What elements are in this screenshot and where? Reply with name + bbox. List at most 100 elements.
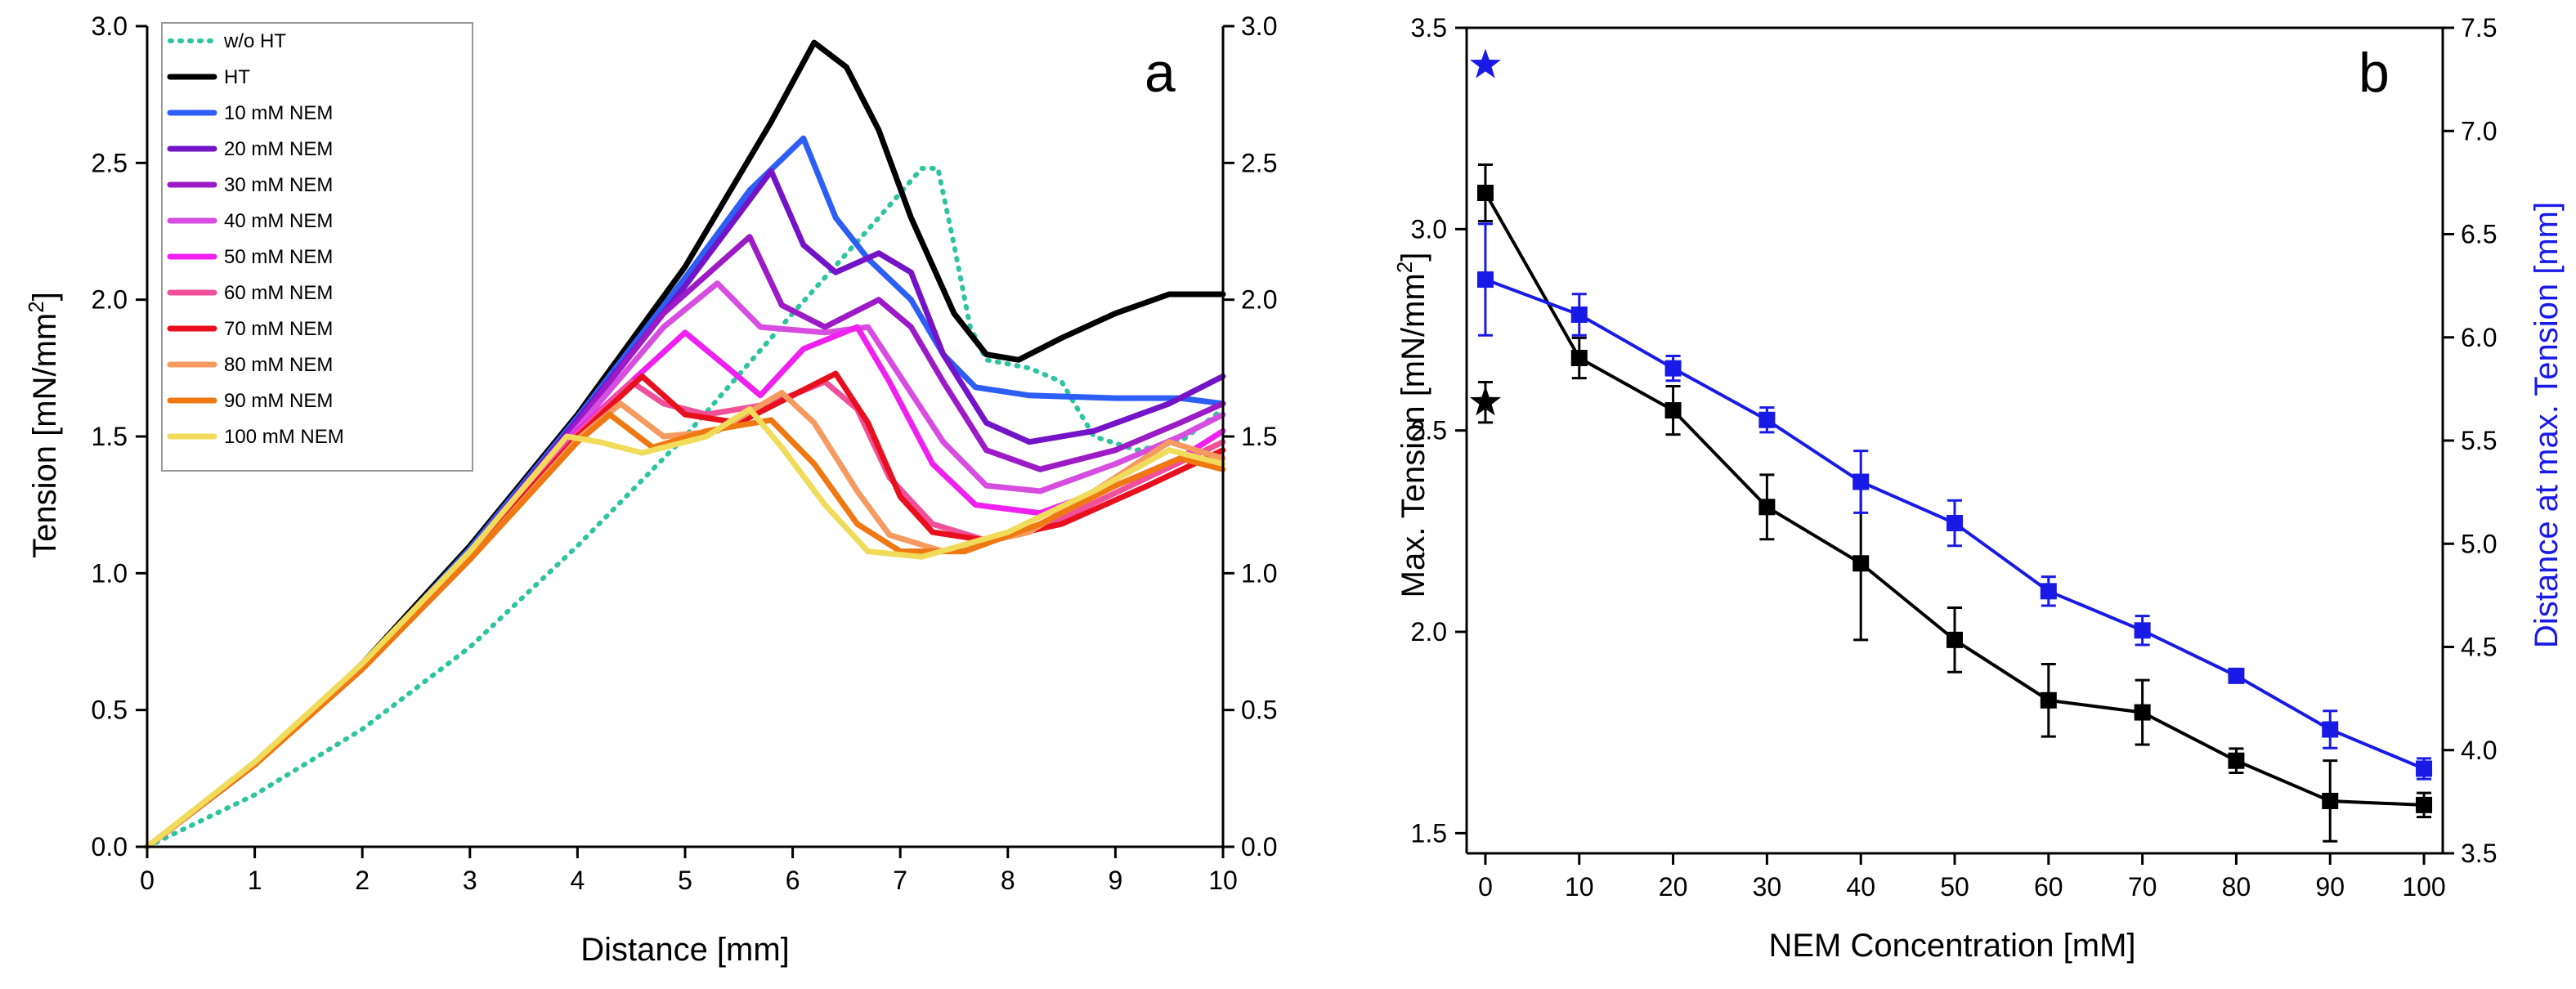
data-point-tension xyxy=(1476,185,1494,201)
panel-a-y-axis-title: Tension [mN/mm2] xyxy=(24,292,63,558)
data-point-distance xyxy=(1664,360,1682,377)
panel-a-right-y-tick-label: 0.5 xyxy=(1241,696,1277,725)
panel-a-axes: 0 1 2 3 4 5 6 7 8 9 100.00.51.01.52.02.53.00.00.51… xyxy=(92,11,1278,895)
legend-entry-label: 90 mM NEM xyxy=(224,390,333,412)
panel-a-y-axis-title-main: Tension [mN/mm xyxy=(27,313,63,558)
data-point-tension xyxy=(2416,796,2433,813)
legend-entry-label: 60 mM NEM xyxy=(224,282,333,304)
panel-b-x-tick-label: 50 xyxy=(1940,872,1969,902)
panel-a-right-y-tick-label: 2.0 xyxy=(1241,285,1277,315)
panel-b-marks xyxy=(1469,48,2433,843)
panel-b-y-axis-title-end: ] xyxy=(1396,253,1431,262)
series-line-90-mm-nem xyxy=(144,411,1226,850)
legend-entry-label: 10 mM NEM xyxy=(224,102,333,124)
panel-b-right-y-axis-title: Distance at max. Tension [mm] xyxy=(2529,202,2565,648)
panel-a-y-tick-label: 1.5 xyxy=(92,422,128,451)
panel-b-y-axis-title: Max. Tension [mN/mm2] xyxy=(1392,253,1431,598)
data-point-distance xyxy=(1476,271,1494,289)
data-point-tension xyxy=(2134,704,2151,721)
panel-a-right-y-tick-label: 0.0 xyxy=(1241,832,1277,861)
data-point-distance xyxy=(2134,622,2151,639)
panel-a-x-tick-label: 5 xyxy=(678,866,692,895)
legend-entry-label: 50 mM NEM xyxy=(224,246,333,268)
panel-b-x-tick-label: 10 xyxy=(1565,872,1594,902)
panel-b-axes: 0 10 20 30 40 50 60 70 80 90 100 1.5 2.0 2.5 3.0 3.5 3.5… xyxy=(1411,13,2498,902)
panel-a-y-axis-title-end: ] xyxy=(27,292,63,301)
panel-a-series-group xyxy=(144,39,1226,850)
panel-b-x-axis-title: NEM Concentration [mM] xyxy=(1768,928,2135,964)
series-line-100-mm-nem xyxy=(144,406,1226,850)
panel-a-x-tick-label: 6 xyxy=(786,866,800,895)
panel-a-right-y-tick-label: 1.0 xyxy=(1241,558,1277,588)
panel-b-y-axis-title-sup: 2 xyxy=(1392,262,1417,273)
data-point-distance xyxy=(2416,760,2433,777)
panel-b-x-tick-label: 20 xyxy=(1659,872,1688,902)
data-point-distance xyxy=(1947,515,1963,531)
panel-b-y-tick-label: 3.5 xyxy=(1411,13,1447,43)
data-point-distance xyxy=(2040,583,2057,600)
panel-a-legend: w/o HT HT 10 mM NEM 20 mM NEM 30 mM NEM 40 mM… xyxy=(161,22,473,472)
panel-b-right-y-tick-label: 3.5 xyxy=(2461,839,2497,868)
panel-b-y-tick-label: 2.5 xyxy=(1411,416,1447,445)
panel-b-x-tick-label: 40 xyxy=(1846,872,1875,902)
data-point-tension xyxy=(1852,555,1870,572)
data-point-tension xyxy=(2322,792,2339,809)
panel-b-right-y-tick-label: 5.0 xyxy=(2461,529,2497,558)
panel-b-y-tick-label: 2.0 xyxy=(1411,617,1447,647)
panel-a-label: a xyxy=(1145,42,1176,104)
legend-entry-label: HT xyxy=(224,66,250,88)
panel-b-right-y-tick-label: 5.5 xyxy=(2461,426,2497,455)
panel-a-y-tick-label: 0.5 xyxy=(92,696,128,725)
data-point-tension xyxy=(1758,499,1776,516)
legend-entry-label: 40 mM NEM xyxy=(224,210,333,232)
panel-b-y-tick-label: 1.5 xyxy=(1411,818,1447,848)
panel-a-x-tick-label: 3 xyxy=(463,866,477,895)
legend-entry-label: 100 mM NEM xyxy=(224,426,344,448)
panel-b-y-axis-title-main: Max. Tension [mN/mm xyxy=(1396,273,1431,597)
panel-b-x-tick-label: 30 xyxy=(1753,872,1782,902)
star-marker-distance xyxy=(1469,48,1501,78)
panel-b-x-tick-label: 60 xyxy=(2034,872,2063,902)
panel-a-x-tick-label: 7 xyxy=(893,866,907,895)
panel-a-x-tick-label: 9 xyxy=(1109,866,1123,895)
panel-a-x-tick-label: 4 xyxy=(571,866,585,895)
data-point-distance xyxy=(1758,411,1776,428)
panel-a-y-tick-label: 3.0 xyxy=(92,11,128,41)
data-point-tension xyxy=(1947,631,1963,648)
panel-b-right-y-tick-label: 4.0 xyxy=(2461,736,2497,765)
data-point-distance xyxy=(1852,473,1870,490)
panel-b-right-y-tick-label: 6.0 xyxy=(2461,323,2497,352)
panel-a-y-axis-title-sup: 2 xyxy=(24,301,48,312)
data-point-tension xyxy=(1570,350,1588,366)
data-point-tension xyxy=(2040,691,2057,709)
panel-b-x-tick-label: 90 xyxy=(2315,872,2345,902)
series-line-w-o-ht xyxy=(145,166,1225,849)
panel-a-x-tick-label: 8 xyxy=(1001,866,1015,895)
panel-b-y-tick-label: 3.0 xyxy=(1411,214,1447,244)
panel-a-y-tick-label: 1.0 xyxy=(92,558,128,588)
panel-b-label: b xyxy=(2359,42,2390,104)
panel-a-right-y-tick-label: 2.5 xyxy=(1241,148,1277,177)
data-point-tension xyxy=(1664,402,1682,419)
panel-a-x-tick-label: 1 xyxy=(248,866,262,895)
panel-a-x-tick-label: 10 xyxy=(1208,866,1238,895)
panel-b-right-y-tick-label: 6.5 xyxy=(2461,220,2497,249)
panel-a-right-y-tick-label: 3.0 xyxy=(1241,11,1277,41)
panel-b-right-y-tick-label: 7.0 xyxy=(2461,116,2497,145)
legend-entry-label: 20 mM NEM xyxy=(224,138,333,160)
data-point-tension xyxy=(2228,752,2245,769)
panel-a-x-tick-label: 2 xyxy=(355,866,370,895)
legend-entry-label: 80 mM NEM xyxy=(224,354,333,376)
panel-a-y-tick-label: 2.0 xyxy=(92,285,128,315)
data-point-distance xyxy=(2322,721,2339,738)
panel-b-x-tick-label: 0 xyxy=(1478,872,1493,902)
panel-b-right-y-tick-label: 4.5 xyxy=(2461,633,2497,662)
panel-b-x-tick-label: 70 xyxy=(2128,872,2157,902)
legend-entry-label: 70 mM NEM xyxy=(224,318,333,340)
data-point-distance xyxy=(1570,306,1588,323)
panel-a-x-axis-title: Distance [mm] xyxy=(580,932,790,968)
panel-a-y-tick-label: 0.0 xyxy=(92,832,128,861)
